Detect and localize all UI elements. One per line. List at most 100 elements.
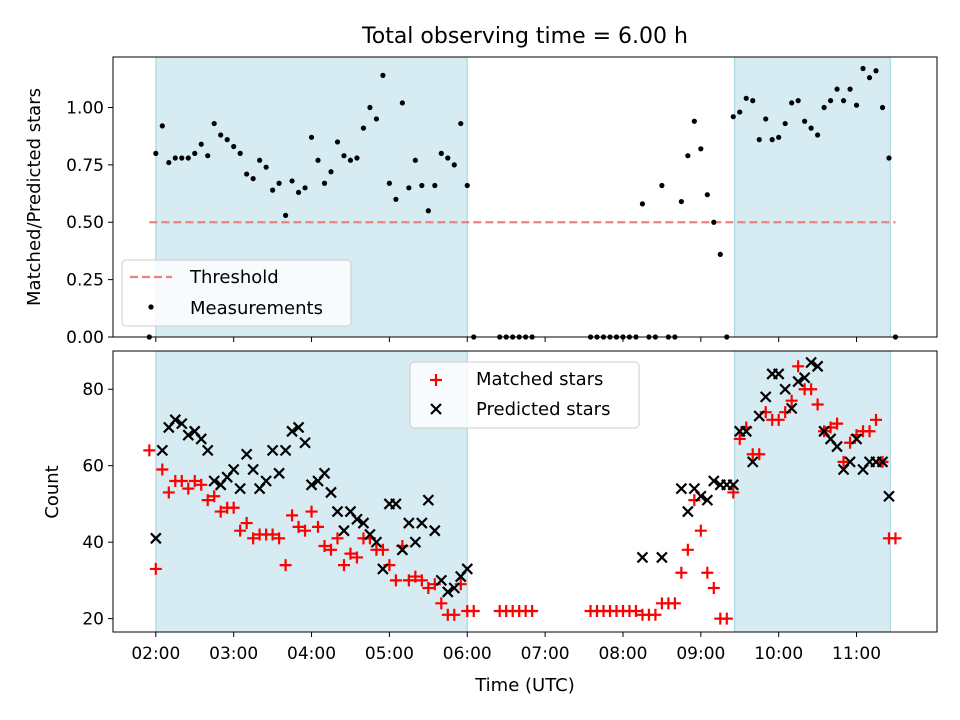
measurement-point: [451, 162, 457, 168]
predicted-star-marker: [338, 524, 350, 537]
predicted-star-marker: [201, 444, 214, 457]
bottom-legend-box: [409, 361, 640, 429]
predicted-star-marker: [675, 482, 688, 495]
predicted-star-marker: [390, 498, 402, 510]
measurement-point: [192, 150, 198, 156]
top-measurement-points: [146, 65, 899, 340]
measurement-point: [315, 157, 321, 163]
matched-star-marker: [422, 582, 435, 595]
matched-star-marker: [415, 574, 428, 587]
measurement-point: [393, 196, 399, 202]
shaded-interval: [734, 57, 891, 337]
matched-star-marker: [792, 360, 805, 373]
bottom-plot-frame: [112, 350, 938, 633]
measurement-point: [334, 139, 341, 145]
measurement-point: [763, 116, 769, 122]
predicted-star-marker: [370, 536, 383, 548]
predicted-star-marker: [785, 402, 798, 415]
matched-star-marker: [753, 448, 766, 461]
legend-matched-swatch: [430, 374, 442, 386]
predicted-star-marker: [701, 494, 714, 506]
matched-star-marker: [337, 559, 350, 572]
legend-matched-label: Matched stars: [476, 369, 603, 390]
measurement-point: [257, 157, 263, 163]
predicted-star-marker: [850, 433, 863, 445]
matched-star-marker: [227, 501, 240, 514]
predicted-star-marker: [331, 505, 344, 518]
matched-star-marker: [143, 444, 156, 457]
measurement-point: [321, 180, 328, 186]
measurement-point: [815, 132, 821, 138]
top-x-ticks: [155, 337, 858, 342]
measurement-point: [360, 125, 367, 131]
x-tick-label: 03:00: [209, 644, 258, 664]
matched-star-marker: [286, 509, 299, 522]
predicted-star-marker: [305, 479, 318, 491]
matched-star-marker: [467, 604, 480, 617]
x-tick-label: 07:00: [521, 644, 570, 664]
predicted-star-marker: [429, 524, 441, 537]
predicted-star-marker: [403, 517, 415, 529]
predicted-star-marker: [318, 467, 331, 480]
measurement-point: [730, 114, 736, 120]
measurement-point: [328, 169, 334, 175]
bottom-y-tick-label: 40: [82, 533, 104, 553]
matched-star-marker: [681, 543, 694, 556]
predicted-star-marker: [708, 475, 720, 487]
matched-star-markers: [143, 360, 902, 625]
predicted-star-marker: [759, 391, 772, 403]
top-plot-frame: [112, 56, 938, 338]
matched-star-marker: [889, 532, 902, 545]
matched-star-marker: [266, 528, 279, 541]
matched-star-marker: [156, 463, 169, 476]
top-y-tick-label: 0.25: [66, 271, 104, 291]
legend-predicted-label: Predicted stars: [476, 399, 610, 420]
measurement-point: [659, 182, 665, 189]
matched-star-marker: [727, 486, 740, 499]
measurement-point: [399, 100, 405, 106]
matched-star-marker: [649, 608, 662, 621]
measurement-point: [789, 100, 795, 106]
bottom-y-tick-label: 80: [82, 380, 104, 400]
predicted-star-marker: [883, 490, 895, 503]
predicted-star-marker: [779, 383, 791, 396]
measurement-point: [853, 102, 860, 108]
measurement-point: [691, 118, 697, 124]
x-tick-label: 08:00: [598, 644, 647, 664]
measurement-point: [185, 155, 191, 161]
top-y-tick-label: 0.00: [66, 328, 104, 348]
measurement-point: [698, 146, 704, 152]
predicted-star-marker: [805, 356, 817, 369]
measurement-point: [438, 150, 444, 156]
matched-star-marker: [195, 478, 208, 491]
predicted-star-marker: [286, 425, 298, 438]
legend-measurements-label: Measurements: [190, 298, 323, 319]
predicted-star-marker: [292, 421, 305, 434]
matched-star-marker: [240, 517, 253, 530]
matched-star-marker: [785, 394, 798, 407]
measurement-point: [769, 137, 775, 143]
predicted-star-marker: [234, 482, 246, 495]
predicted-star-marker: [656, 551, 668, 564]
predicted-star-marker: [208, 475, 220, 487]
predicted-star-marker: [175, 417, 188, 430]
measurement-point: [380, 72, 386, 78]
shaded-interval: [734, 351, 891, 632]
bottom-legend: Matched stars Predicted stars: [409, 361, 640, 429]
matched-star-marker: [182, 482, 195, 495]
measurement-point: [464, 182, 470, 189]
top-y-tick-label: 0.50: [66, 213, 104, 233]
bottom-y-tick-label: 20: [82, 610, 104, 630]
predicted-star-marker: [753, 410, 766, 422]
measurement-point: [166, 159, 172, 166]
matched-star-marker: [863, 425, 876, 438]
matched-star-marker: [675, 566, 688, 579]
measurement-point: [302, 185, 308, 191]
legend-predicted-swatch: [430, 403, 442, 415]
measurement-point: [354, 155, 360, 161]
measurement-point: [808, 125, 814, 131]
measurement-point: [276, 180, 282, 186]
predicted-star-marker: [876, 456, 889, 468]
